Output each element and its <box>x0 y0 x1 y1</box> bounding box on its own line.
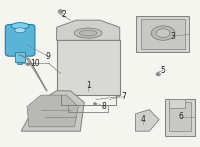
Ellipse shape <box>11 23 29 29</box>
Polygon shape <box>141 19 185 49</box>
Ellipse shape <box>27 64 29 65</box>
Polygon shape <box>136 16 189 52</box>
Polygon shape <box>57 20 120 40</box>
Ellipse shape <box>157 74 159 75</box>
Text: 8: 8 <box>102 102 106 111</box>
Text: 9: 9 <box>45 52 50 61</box>
Text: 3: 3 <box>171 31 175 41</box>
Text: 10: 10 <box>30 59 40 68</box>
Ellipse shape <box>151 26 175 40</box>
Polygon shape <box>21 91 84 131</box>
Ellipse shape <box>79 30 97 36</box>
Text: 6: 6 <box>178 112 183 121</box>
FancyBboxPatch shape <box>15 52 25 62</box>
Polygon shape <box>169 102 191 131</box>
FancyBboxPatch shape <box>5 24 35 56</box>
Ellipse shape <box>58 10 63 13</box>
FancyBboxPatch shape <box>57 40 120 95</box>
Ellipse shape <box>156 29 170 37</box>
Polygon shape <box>165 100 195 136</box>
Text: 1: 1 <box>86 81 91 90</box>
Ellipse shape <box>17 62 23 65</box>
Ellipse shape <box>156 73 160 76</box>
Text: 2: 2 <box>61 10 66 19</box>
Text: 7: 7 <box>121 92 126 101</box>
Text: 4: 4 <box>141 115 146 124</box>
Text: 5: 5 <box>161 66 166 75</box>
Ellipse shape <box>15 28 26 33</box>
Ellipse shape <box>26 63 30 65</box>
FancyBboxPatch shape <box>169 100 185 108</box>
Ellipse shape <box>94 103 96 104</box>
Polygon shape <box>27 95 78 127</box>
Polygon shape <box>136 110 159 131</box>
Ellipse shape <box>59 11 62 12</box>
Ellipse shape <box>93 103 97 105</box>
Ellipse shape <box>74 28 102 38</box>
